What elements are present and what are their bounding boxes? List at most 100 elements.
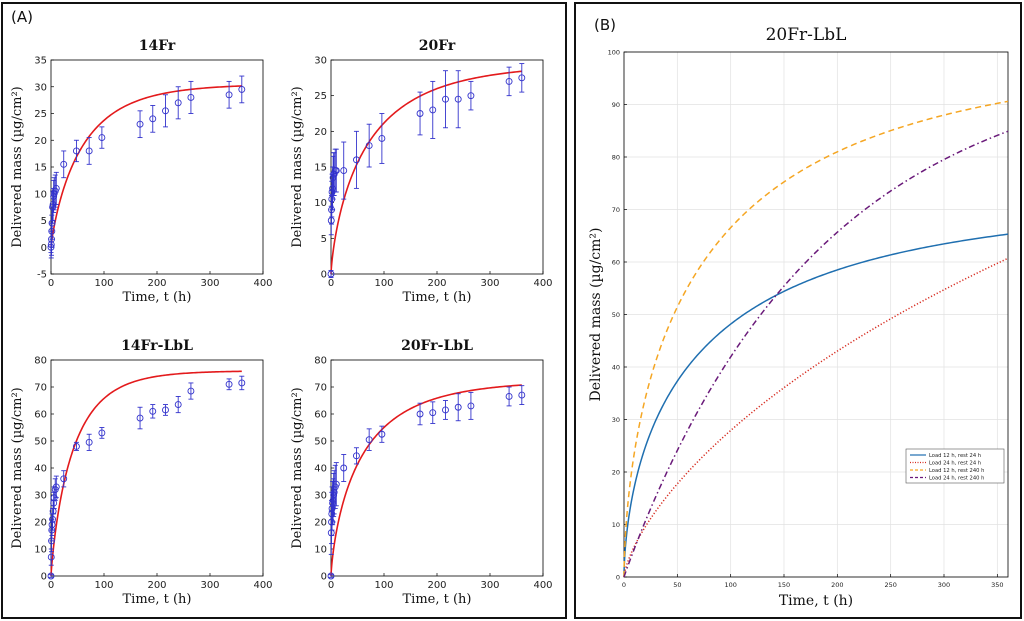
y-tick-label: 80 <box>612 154 620 162</box>
y-tick-label: 40 <box>34 464 47 475</box>
y-tick-label: 10 <box>34 545 47 556</box>
y-tick-label: 60 <box>34 410 47 421</box>
data-point <box>60 475 68 483</box>
data-point <box>187 387 195 395</box>
panel-b-chart: 0 50 100 150 200 250 300 350 0 10 20 30 40 50 60 70 80 90… <box>588 25 1009 609</box>
y-tick-label: 15 <box>34 163 47 174</box>
x-tick-label: 300 <box>200 278 219 289</box>
data-point <box>454 95 462 103</box>
data-point <box>416 410 424 418</box>
y-tick-label: 70 <box>34 383 47 394</box>
data-point <box>518 391 526 399</box>
data-point <box>85 438 93 446</box>
y-tick-label: 90 <box>612 101 620 109</box>
x-tick-label: 400 <box>533 580 552 591</box>
y-tick-label: 5 <box>321 234 327 245</box>
x-tick-label: 350 <box>991 581 1003 589</box>
data-point <box>60 160 68 168</box>
data-point <box>467 92 475 100</box>
y-tick-label: 0 <box>616 574 620 582</box>
y-tick-label: 25 <box>34 109 47 120</box>
data-point <box>332 480 340 488</box>
chart-14Fr-LbL: 0 100 200 300 400 0 10 20 30 40 50 60 70 80 14Fr-LbL Ti… <box>10 338 273 607</box>
y-tick-label: 70 <box>612 206 620 214</box>
series-line <box>623 100 1009 578</box>
data-point <box>429 409 437 417</box>
data-point <box>429 106 437 114</box>
data-point <box>327 270 335 278</box>
chart-title: 14Fr <box>139 38 176 54</box>
y-tick-label: 20 <box>314 127 327 138</box>
y-tick-label: 40 <box>612 364 620 372</box>
data-point <box>162 406 169 414</box>
data-point <box>149 115 157 123</box>
y-tick-label: 0 <box>41 243 47 254</box>
y-axis-label: Delivered mass (µg/cm²) <box>10 86 25 248</box>
data-point <box>52 184 60 192</box>
x-tick-label: 100 <box>94 580 113 591</box>
data-point <box>454 403 462 411</box>
fit-curve <box>50 85 242 248</box>
x-tick-label: 400 <box>253 278 272 289</box>
data-point <box>327 572 335 580</box>
series-line <box>623 130 1009 578</box>
chart-20Fr: 0 100 200 300 400 0 5 10 15 20 25 30 20Fr Time, t (h)… <box>290 38 553 305</box>
y-tick-label: 0 <box>321 270 327 281</box>
y-tick-label: 60 <box>314 410 327 421</box>
x-tick-label: 0 <box>328 278 334 289</box>
y-tick-label: 10 <box>34 189 47 200</box>
data-point <box>72 147 80 155</box>
y-tick-label: 20 <box>314 518 327 529</box>
data-point <box>340 167 348 175</box>
y-tick-label: 15 <box>314 163 327 174</box>
chart-title: 20Fr-LbL <box>766 25 847 45</box>
data-point <box>442 406 449 414</box>
x-tick-label: 300 <box>200 580 219 591</box>
data-point <box>378 135 386 142</box>
data-point <box>174 99 182 107</box>
data-point <box>467 402 475 410</box>
x-tick-label: 0 <box>622 581 626 589</box>
x-tick-label: 250 <box>884 581 896 589</box>
x-axis-label: Time, t (h) <box>123 592 192 607</box>
data-point <box>365 142 373 150</box>
y-tick-label: 20 <box>34 136 47 147</box>
data-point <box>136 120 144 128</box>
chart-title: 14Fr-LbL <box>121 338 193 354</box>
data-point <box>162 107 169 115</box>
x-axis-label: Time, t (h) <box>123 290 192 305</box>
x-tick-label: 300 <box>938 581 950 589</box>
y-tick-label: 50 <box>34 437 47 448</box>
y-axis-label: Delivered mass (µg/cm²) <box>588 228 604 402</box>
data-point <box>174 401 182 408</box>
x-axis-label: Time, t (h) <box>403 290 472 305</box>
data-point <box>98 429 106 437</box>
panel-a: (A) 0 100 200 300 400 -5 0 5 10 15 20 25 30 35 14Fr Tim… <box>1 2 567 619</box>
y-tick-label: 20 <box>612 469 620 477</box>
data-point <box>52 483 60 491</box>
y-tick-label: 50 <box>314 437 327 448</box>
y-tick-label: 25 <box>314 91 327 102</box>
y-tick-label: 5 <box>41 216 47 227</box>
x-tick-label: 0 <box>48 580 54 591</box>
x-tick-label: 100 <box>724 581 736 589</box>
y-tick-label: 80 <box>314 356 327 367</box>
y-tick-label: 10 <box>314 545 327 556</box>
data-point <box>442 95 449 103</box>
y-tick-label: 30 <box>314 491 327 502</box>
y-axis-label: Delivered mass (µg/cm²) <box>290 86 305 248</box>
x-tick-label: 50 <box>673 581 681 589</box>
x-tick-label: 0 <box>328 580 334 591</box>
x-tick-label: 400 <box>253 580 272 591</box>
data-point <box>340 464 348 472</box>
data-point <box>352 156 360 164</box>
x-tick-label: 300 <box>480 580 499 591</box>
axes-frame <box>330 359 544 577</box>
panel-b: (B) 0 50 100 150 200 250 300 350 0 10 20 30 40 50 60 70… <box>574 2 1022 619</box>
x-tick-label: 200 <box>147 580 166 591</box>
fit-curve <box>50 370 242 576</box>
data-point <box>416 110 424 117</box>
chart-20Fr-LbL: 0 100 200 300 400 0 10 20 30 40 50 60 70 80 20Fr-LbL Ti… <box>290 338 553 607</box>
y-tick-label: 10 <box>314 198 327 209</box>
